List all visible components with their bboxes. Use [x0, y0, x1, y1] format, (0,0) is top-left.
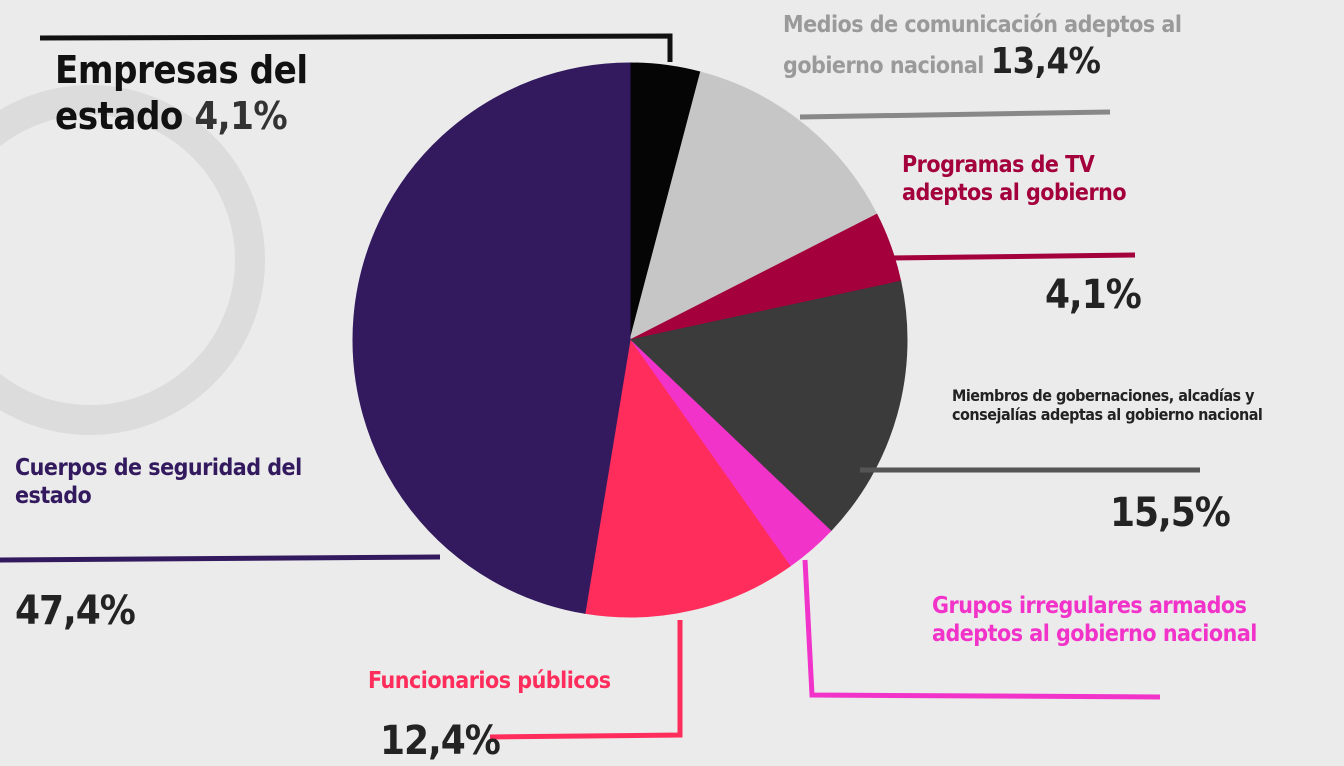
leader-line [39, 33, 673, 62]
category-label: Miembros de gobernaciones, alcadías y co… [952, 386, 1263, 425]
leader-line [489, 620, 683, 740]
category-label: Grupos irregulares armados adeptos al go… [932, 593, 1257, 647]
leader-line [802, 559, 1161, 700]
pie-slice [628, 280, 908, 532]
value-label: 4,1% [1045, 272, 1142, 318]
category-label: Funcionarios públicos [368, 668, 611, 694]
category-label: Cuerpos de seguridad del estado [15, 455, 302, 509]
background-decoration [0, 85, 265, 435]
leader-lines [0, 33, 1200, 740]
pie-slice [584, 338, 791, 618]
value-label: 47,4% [15, 588, 136, 634]
label-medios: Medios de comunicación adeptos al gobier… [783, 12, 1253, 83]
category-label: Medios de comunicación adeptos al gobier… [783, 12, 1182, 79]
leader-line [0, 554, 441, 563]
pie [352, 62, 908, 618]
category-label: Empresas del estado [55, 48, 308, 138]
label-empresas: Empresas del estado 4,1% [55, 48, 320, 139]
leader-line [799, 109, 1111, 120]
value-label: 12,4% [380, 718, 501, 764]
pie-slice [629, 71, 878, 341]
value-label: 13,4% [990, 40, 1101, 82]
value-label: 4,1% [194, 93, 288, 138]
value-label: 15,5% [1110, 490, 1231, 536]
leader-line [889, 252, 1136, 261]
category-label: Programas de TV adeptos al gobierno [902, 152, 1127, 206]
pie-slice [352, 62, 631, 614]
